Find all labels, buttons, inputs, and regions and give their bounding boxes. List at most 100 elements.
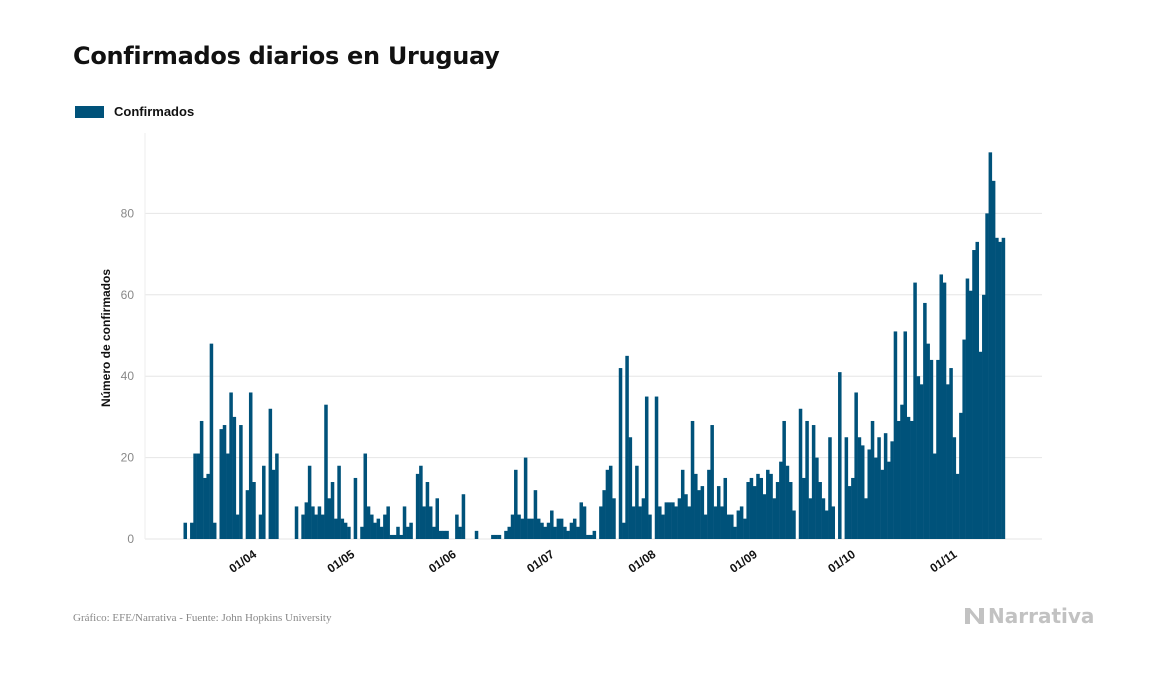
bar — [337, 465, 341, 539]
bar — [713, 506, 718, 539]
bar — [667, 502, 672, 539]
bar — [203, 477, 207, 539]
bar — [409, 522, 413, 539]
bar — [271, 469, 276, 539]
bar — [399, 534, 404, 539]
bar — [720, 506, 724, 539]
bar — [226, 453, 230, 539]
bar — [955, 473, 960, 539]
bar — [206, 473, 210, 539]
bar — [982, 294, 986, 539]
bar — [442, 530, 446, 539]
bar — [523, 457, 528, 539]
bar — [638, 506, 642, 539]
bar — [788, 482, 793, 539]
bar — [608, 465, 613, 539]
chart-title: Confirmados diarios en Uruguay — [73, 42, 500, 70]
bar — [860, 445, 865, 539]
bar — [507, 526, 512, 539]
bar — [504, 530, 508, 539]
bar — [635, 465, 639, 539]
bar — [540, 522, 544, 539]
legend: Confirmados — [75, 104, 194, 119]
bar — [317, 506, 322, 539]
legend-swatch — [75, 105, 104, 118]
bar — [566, 530, 570, 539]
bar — [874, 457, 878, 539]
bar — [716, 486, 721, 539]
bar — [972, 250, 976, 539]
bar — [854, 392, 858, 539]
bar — [556, 518, 561, 539]
bar — [932, 453, 937, 539]
bar — [376, 518, 381, 539]
bar — [425, 482, 430, 539]
bar — [219, 429, 224, 539]
y-tick-label: 0 — [127, 532, 134, 546]
bar — [824, 510, 829, 539]
bar — [805, 420, 809, 539]
bar — [572, 518, 577, 539]
bar — [559, 518, 564, 539]
bar — [743, 518, 747, 539]
bar — [301, 514, 305, 539]
bar — [723, 477, 728, 539]
bar — [648, 514, 652, 539]
bar — [370, 514, 374, 539]
bar — [275, 453, 279, 539]
bar — [870, 420, 875, 539]
bar — [183, 522, 188, 539]
bar — [890, 441, 894, 539]
bar — [327, 498, 332, 539]
bar — [828, 437, 832, 539]
bar — [998, 241, 1002, 539]
bar — [687, 506, 692, 539]
bar — [988, 152, 993, 539]
bar — [520, 518, 525, 539]
bar — [913, 282, 917, 539]
bar — [838, 372, 842, 539]
bar — [674, 506, 678, 539]
bar — [831, 506, 836, 539]
bar — [320, 514, 325, 539]
bar — [353, 477, 358, 539]
bar — [514, 469, 518, 539]
x-tick-label: 01/06 — [426, 547, 459, 576]
bar — [373, 522, 377, 539]
bar — [415, 473, 420, 539]
bar — [311, 506, 315, 539]
brand-name: Narrativa — [988, 604, 1095, 628]
bar — [419, 465, 423, 539]
bar — [209, 343, 214, 539]
bar — [694, 473, 698, 539]
bar — [733, 526, 737, 539]
bar — [268, 408, 273, 539]
bar — [432, 526, 436, 539]
bar — [458, 526, 462, 539]
bar — [546, 522, 551, 539]
bar — [422, 506, 426, 539]
bar — [772, 498, 777, 539]
bar — [641, 498, 646, 539]
bar — [307, 465, 312, 539]
bar — [664, 502, 669, 539]
bar — [936, 359, 940, 539]
bar — [749, 477, 754, 539]
bar — [736, 510, 741, 539]
bar — [766, 469, 770, 539]
bar — [867, 449, 872, 539]
bar — [883, 433, 888, 539]
bar — [631, 506, 636, 539]
bar — [360, 526, 364, 539]
bar — [985, 213, 989, 539]
bar — [844, 437, 849, 539]
bar — [494, 534, 498, 539]
bar — [314, 514, 318, 539]
bar — [510, 514, 515, 539]
bar — [968, 290, 973, 539]
bar — [906, 416, 911, 539]
bar — [550, 510, 554, 539]
bar — [919, 384, 924, 539]
bar — [811, 425, 816, 539]
brand-logo: Narrativa — [964, 604, 1094, 628]
